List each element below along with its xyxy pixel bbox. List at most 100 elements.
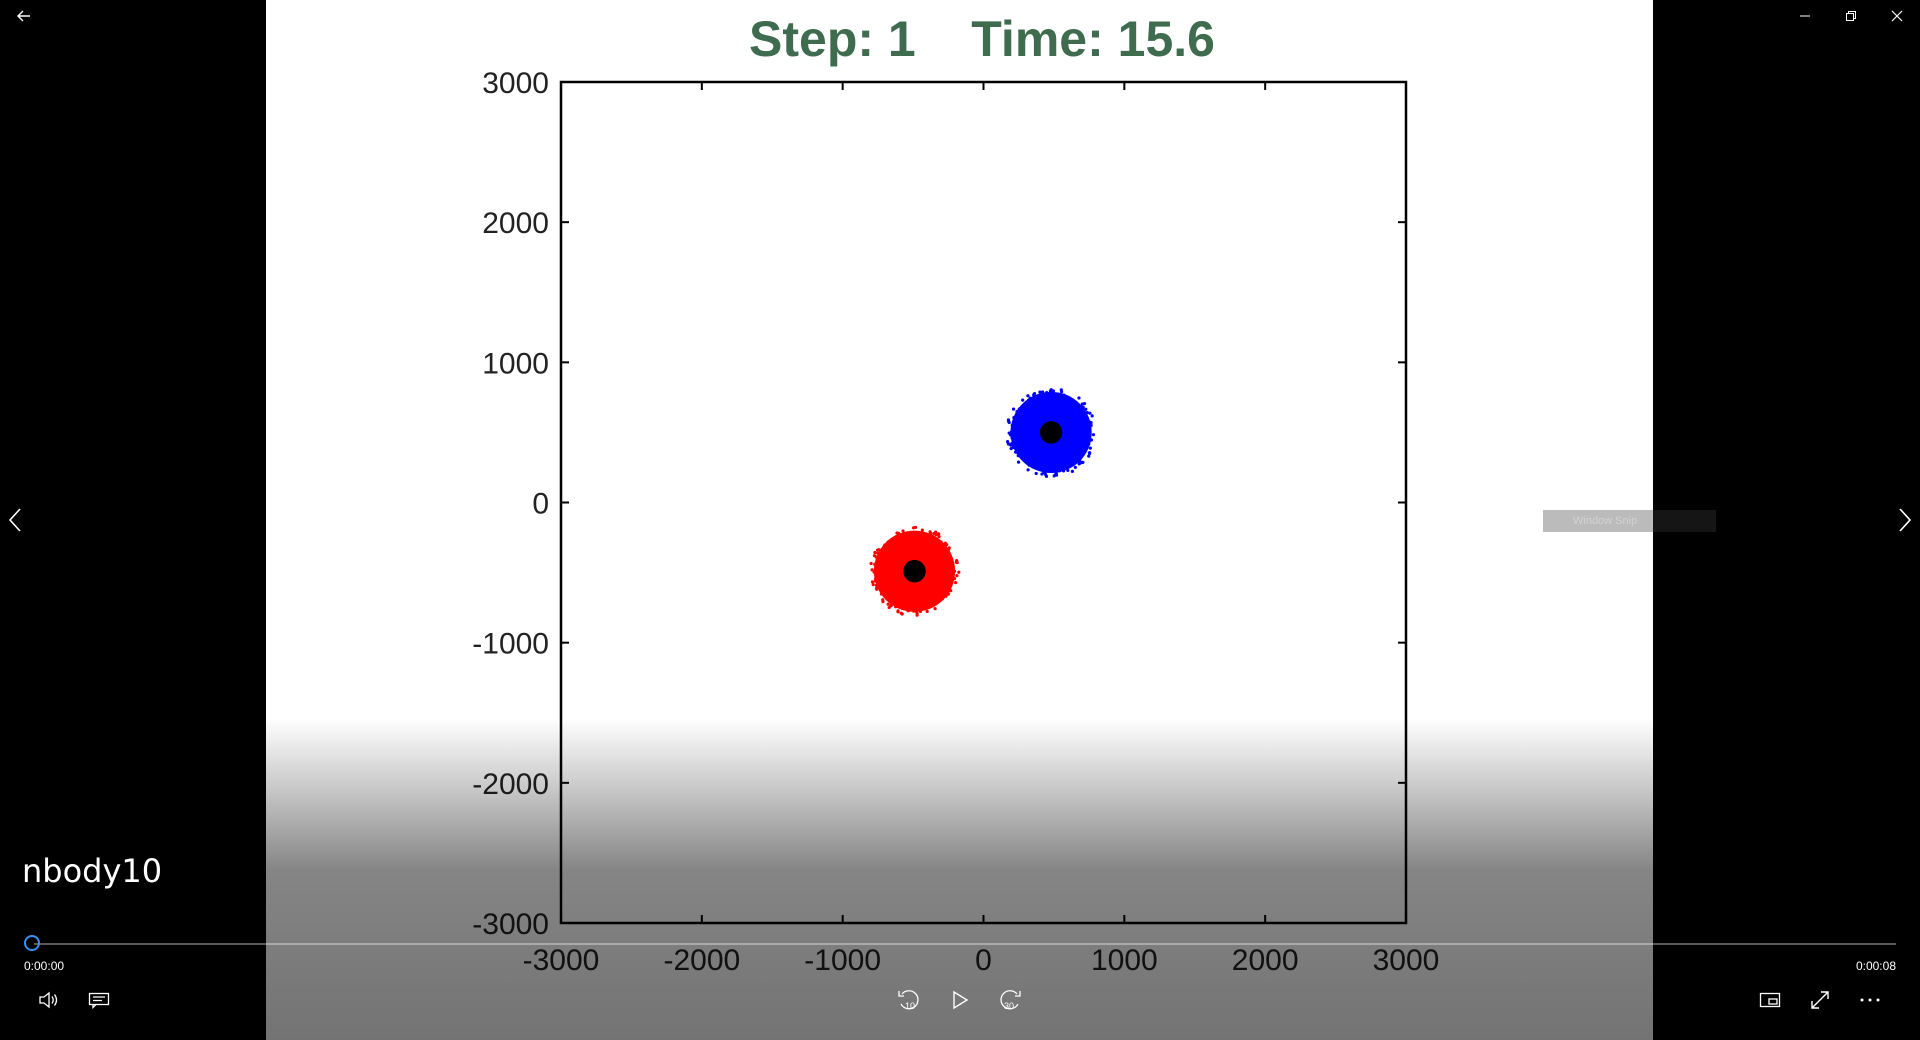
mini-view-button[interactable] — [1752, 984, 1788, 1016]
close-button[interactable] — [1874, 0, 1920, 32]
current-time: 0:00:00 — [24, 959, 65, 973]
particle — [1086, 443, 1090, 447]
minimize-icon — [1800, 15, 1810, 17]
particle — [1062, 393, 1066, 397]
particle — [955, 560, 959, 565]
chevron-right-icon — [1899, 508, 1912, 532]
particle — [912, 609, 916, 613]
restore-button[interactable] — [1828, 0, 1874, 32]
particle — [1015, 418, 1019, 422]
particle — [1021, 453, 1025, 458]
particle — [1054, 471, 1058, 475]
skip-forward-30-icon: 30 — [1000, 990, 1021, 1011]
seek-thumb[interactable] — [24, 935, 40, 951]
particle — [1066, 468, 1070, 473]
particle — [1030, 464, 1034, 468]
particle — [896, 531, 901, 535]
mini-view-icon — [1759, 992, 1781, 1008]
particle — [914, 606, 918, 610]
x-tick-label: 2000 — [1232, 944, 1299, 977]
particle — [882, 548, 886, 552]
captions-button[interactable] — [81, 984, 117, 1016]
particle — [949, 567, 953, 571]
particle — [1087, 439, 1091, 443]
particle — [879, 592, 884, 596]
particle — [1011, 434, 1015, 438]
video-frame[interactable]: Step: 1 Time: 15.6 -3000 -2000 -1000 0 1000 2… — [266, 0, 1653, 1040]
skip-back-10-icon: 10 — [898, 990, 919, 1011]
x-tick-label: -3000 — [523, 944, 600, 977]
particle — [1061, 469, 1066, 473]
cluster-core-1 — [903, 559, 926, 583]
particle — [946, 592, 950, 596]
previous-button[interactable] — [0, 500, 30, 540]
particle — [1015, 444, 1019, 448]
more-icon — [1860, 998, 1880, 1002]
particle — [1034, 471, 1038, 476]
particle — [906, 531, 911, 535]
skip-back-button[interactable]: 10 — [891, 984, 927, 1016]
particle — [1086, 436, 1090, 440]
particle — [900, 612, 904, 616]
minimize-button[interactable] — [1782, 0, 1828, 32]
particle — [948, 582, 952, 587]
particle — [946, 585, 950, 589]
play-icon — [953, 990, 969, 1010]
particle — [870, 568, 874, 572]
particle — [1042, 471, 1046, 475]
particle — [1085, 446, 1089, 450]
particle — [902, 535, 906, 539]
particle — [952, 569, 956, 573]
particle — [933, 530, 938, 534]
next-button[interactable] — [1890, 500, 1920, 540]
particle — [886, 595, 890, 599]
particle — [1040, 390, 1045, 394]
particle — [954, 581, 958, 585]
particle — [872, 554, 877, 558]
volume-button[interactable] — [31, 984, 67, 1016]
particle — [898, 535, 902, 539]
particle — [1089, 423, 1093, 428]
particle — [887, 542, 892, 546]
particle — [1044, 474, 1049, 478]
particle — [875, 564, 879, 569]
particle — [1077, 396, 1081, 400]
particle — [884, 545, 888, 550]
skip-forward-button[interactable]: 30 — [992, 984, 1028, 1016]
particle — [917, 606, 922, 610]
particle — [893, 605, 898, 609]
particle — [897, 604, 901, 609]
particle — [1073, 465, 1077, 469]
fullscreen-button[interactable] — [1802, 984, 1838, 1016]
cluster-core-0 — [1039, 421, 1063, 444]
speaker-icon — [39, 991, 58, 1009]
particle — [896, 610, 900, 614]
particle — [873, 550, 877, 555]
particle — [1059, 390, 1064, 394]
particle — [874, 583, 879, 587]
back-arrow-icon — [17, 10, 30, 22]
particle — [1081, 405, 1085, 409]
particle — [947, 553, 951, 557]
nbody-plot: Step: 1 Time: 15.6 -3000 -2000 -1000 0 1000 2… — [472, 11, 1439, 977]
play-button[interactable] — [942, 984, 978, 1016]
x-tick-label: 0 — [975, 944, 992, 977]
back-button[interactable] — [8, 2, 40, 30]
particle — [879, 587, 884, 592]
particle — [935, 599, 939, 603]
particle — [1021, 398, 1025, 402]
particle — [1045, 390, 1049, 395]
particle — [1009, 430, 1014, 434]
particle — [1010, 441, 1014, 446]
particle — [889, 604, 893, 608]
y-tick-label: 1000 — [482, 347, 549, 380]
x-tick-label: -2000 — [663, 944, 740, 977]
particle — [1088, 411, 1092, 415]
seek-bar[interactable] — [34, 943, 1896, 945]
more-options-button[interactable] — [1852, 984, 1888, 1016]
particle — [1033, 464, 1037, 468]
particle — [930, 600, 934, 604]
particle — [957, 570, 961, 574]
particle — [939, 540, 943, 544]
particle — [924, 532, 928, 536]
